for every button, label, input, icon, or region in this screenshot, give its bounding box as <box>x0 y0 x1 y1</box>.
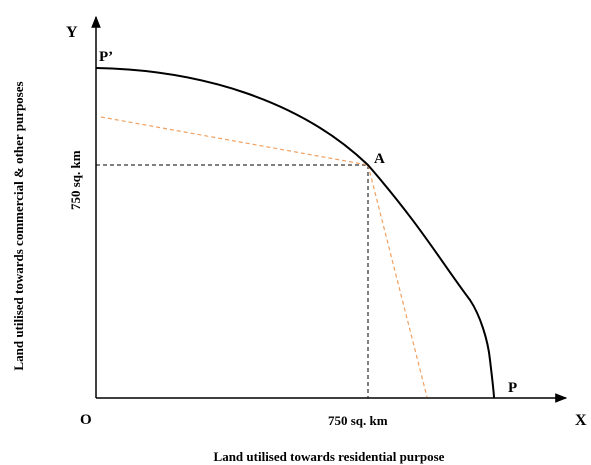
point-p-prime-label: P’ <box>99 49 113 65</box>
ppc-curve <box>95 67 495 399</box>
point-a-label: A <box>374 151 385 167</box>
x-axis-title: Land utilised towards residential purpos… <box>214 449 445 464</box>
tangent-line-left <box>100 116 369 166</box>
y-axis-title: Land utilised towards commercial & other… <box>11 81 26 370</box>
point-p-label: P <box>508 380 517 396</box>
tangent-line-right <box>367 164 428 398</box>
origin-label: O <box>80 412 92 428</box>
y-value-label: 750 sq. km <box>68 150 83 210</box>
x-value-label: 750 sq. km <box>328 413 388 428</box>
y-axis-letter: Y <box>66 24 78 41</box>
x-axis-letter: X <box>575 412 587 429</box>
